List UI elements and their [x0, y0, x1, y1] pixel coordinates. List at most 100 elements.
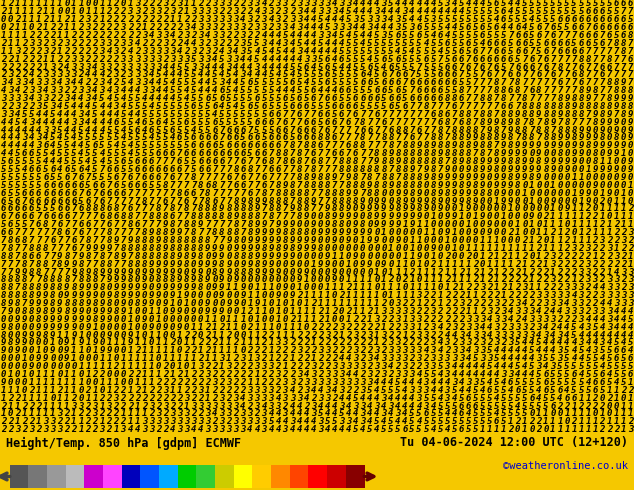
Text: 3: 3 — [578, 283, 584, 293]
Text: 8: 8 — [430, 157, 436, 166]
Text: 9: 9 — [107, 268, 112, 276]
Text: 7: 7 — [417, 133, 422, 143]
Text: 5: 5 — [212, 94, 217, 103]
Text: 9: 9 — [403, 212, 408, 221]
Text: 9: 9 — [480, 212, 485, 221]
Text: 0: 0 — [247, 275, 253, 284]
Text: 4: 4 — [360, 7, 365, 16]
Text: 6: 6 — [571, 370, 577, 379]
Text: 0: 0 — [360, 252, 365, 261]
Text: 4: 4 — [100, 125, 105, 135]
Text: 0: 0 — [339, 275, 344, 284]
Text: 7: 7 — [184, 228, 190, 237]
Text: 5: 5 — [459, 31, 464, 40]
Text: 5: 5 — [318, 63, 323, 72]
Text: 4: 4 — [134, 86, 140, 95]
Text: 7: 7 — [219, 133, 224, 143]
Text: 7: 7 — [593, 47, 598, 56]
Text: 4: 4 — [410, 47, 415, 56]
Text: 6: 6 — [269, 133, 274, 143]
Text: 6: 6 — [600, 370, 605, 379]
Text: 6: 6 — [107, 204, 112, 214]
Text: 3: 3 — [536, 323, 541, 332]
Text: 9: 9 — [367, 228, 373, 237]
Text: 5: 5 — [374, 78, 380, 87]
Bar — [346, 465, 365, 488]
Text: 2: 2 — [226, 370, 231, 379]
Text: 5: 5 — [290, 94, 295, 103]
Text: 8: 8 — [36, 283, 41, 293]
Text: 6: 6 — [240, 125, 246, 135]
Text: 4: 4 — [494, 370, 500, 379]
Text: 6: 6 — [508, 54, 514, 64]
Text: 3: 3 — [459, 346, 464, 355]
Text: 2: 2 — [43, 15, 48, 24]
Text: 4: 4 — [487, 378, 492, 387]
Text: 5: 5 — [451, 31, 457, 40]
Text: 0: 0 — [149, 339, 154, 347]
Text: 6: 6 — [205, 165, 210, 174]
Text: 9: 9 — [297, 244, 302, 253]
Text: 5: 5 — [487, 23, 492, 32]
Text: 6: 6 — [233, 125, 238, 135]
Text: 1: 1 — [71, 23, 77, 32]
Text: 4: 4 — [451, 0, 457, 8]
Text: 7: 7 — [388, 71, 394, 79]
Text: 8: 8 — [593, 118, 598, 127]
Text: 5: 5 — [15, 181, 20, 190]
Text: 4: 4 — [15, 141, 20, 150]
Text: 2: 2 — [156, 401, 161, 411]
Text: 7: 7 — [346, 110, 351, 119]
Text: 7: 7 — [57, 244, 63, 253]
Text: 9: 9 — [621, 173, 626, 182]
Text: 4: 4 — [107, 102, 112, 111]
Text: 0: 0 — [113, 346, 119, 355]
Text: 8: 8 — [212, 228, 217, 237]
Text: 1: 1 — [459, 283, 464, 293]
Text: 1: 1 — [564, 410, 570, 418]
Text: 6: 6 — [134, 157, 140, 166]
Text: 2: 2 — [487, 268, 492, 276]
Text: 2: 2 — [113, 417, 119, 426]
Text: 1: 1 — [127, 417, 133, 426]
Text: 3: 3 — [367, 331, 373, 340]
Text: 3: 3 — [480, 354, 485, 363]
Text: 6: 6 — [261, 173, 267, 182]
Text: 4: 4 — [515, 0, 521, 8]
Text: 4: 4 — [536, 307, 541, 316]
Text: 1: 1 — [50, 378, 56, 387]
Text: 8: 8 — [621, 39, 626, 48]
Text: 5: 5 — [494, 401, 500, 411]
Text: 3: 3 — [388, 354, 394, 363]
Text: 9: 9 — [8, 307, 13, 316]
Text: 9: 9 — [451, 212, 457, 221]
Text: 5: 5 — [410, 54, 415, 64]
Text: 7: 7 — [93, 189, 98, 197]
Text: 4: 4 — [621, 339, 626, 347]
Text: 2: 2 — [212, 393, 217, 403]
Text: 4: 4 — [240, 401, 246, 411]
Text: 1: 1 — [451, 275, 457, 284]
Text: 1: 1 — [71, 370, 77, 379]
Text: 9: 9 — [22, 315, 27, 324]
Text: 5: 5 — [522, 378, 527, 387]
Text: 5: 5 — [437, 63, 443, 72]
Text: 0: 0 — [487, 196, 492, 206]
Text: 1: 1 — [212, 331, 217, 340]
Text: 4: 4 — [22, 125, 27, 135]
Text: 1: 1 — [120, 410, 126, 418]
Text: 7: 7 — [600, 86, 605, 95]
Text: 4: 4 — [57, 133, 63, 143]
Text: 2: 2 — [205, 39, 210, 48]
Text: 8: 8 — [332, 189, 337, 197]
Text: 8: 8 — [480, 133, 485, 143]
Text: 4: 4 — [621, 315, 626, 324]
Text: 7: 7 — [93, 236, 98, 245]
Text: 2: 2 — [621, 275, 626, 284]
Text: 8: 8 — [127, 220, 133, 229]
Text: 1: 1 — [107, 362, 112, 371]
Text: 0: 0 — [430, 204, 436, 214]
Text: 2: 2 — [424, 354, 429, 363]
Text: 5: 5 — [410, 39, 415, 48]
Text: 1: 1 — [424, 283, 429, 293]
